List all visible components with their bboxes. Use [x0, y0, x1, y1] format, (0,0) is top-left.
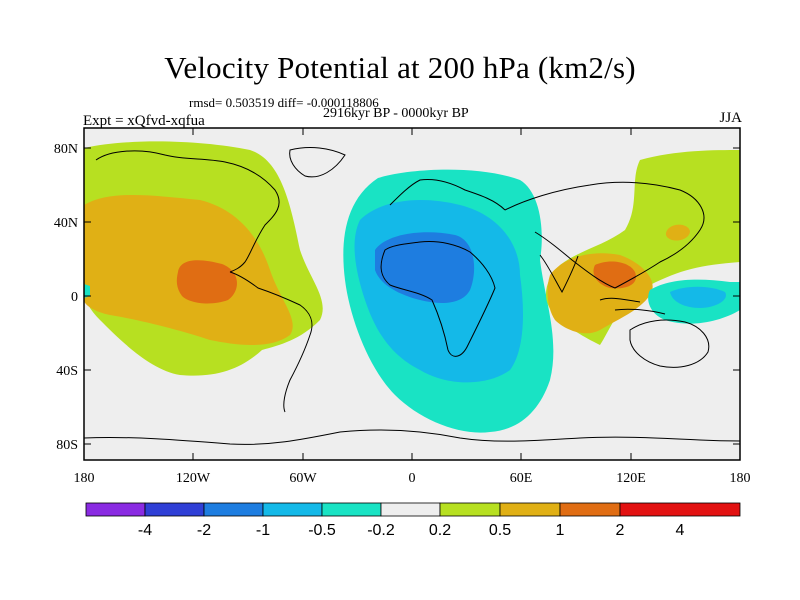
lon-label-180e: 180: [730, 471, 751, 486]
coast-europe: [389, 179, 506, 211]
lon-label-0: 0: [409, 471, 416, 486]
lon-label-120w: 120W: [176, 471, 211, 486]
colorbar-label-neg05: -0.5: [308, 522, 336, 539]
contour-dateline-negative: [84, 284, 90, 298]
coast-north-america: [95, 150, 280, 273]
lon-label-120e: 120E: [616, 471, 646, 486]
lon-label-180w: 180: [74, 471, 95, 486]
coastlines: [84, 147, 740, 445]
colorbar-label-02: 0.2: [429, 522, 451, 539]
coast-south-america: [229, 271, 313, 413]
colorbar-swatch-8: [499, 502, 561, 517]
colorbar-swatch-6: [380, 502, 441, 517]
colorbar: [85, 502, 741, 517]
coast-indonesia: [599, 297, 666, 315]
colorbar-swatch-4: [262, 502, 323, 517]
colorbar-label-2: 2: [616, 522, 625, 539]
plot-title: Velocity Potential at 200 hPa (km2/s): [164, 50, 636, 85]
colorbar-label-1: 1: [556, 522, 565, 539]
contour-pacific-warm-spot: [665, 224, 690, 241]
season-label: JJA: [719, 110, 742, 126]
lat-label-80n: 80N: [54, 142, 78, 157]
coast-greenland: [289, 147, 346, 178]
colorbar-label-neg1: -1: [256, 522, 270, 539]
axis-ticks: [83, 128, 741, 460]
contour-pacific-1: [176, 260, 238, 304]
colorbar-label-05: 0.5: [489, 522, 511, 539]
contour-africa-neg1: [375, 232, 475, 303]
colorbar-swatch-7: [439, 502, 501, 517]
colorbar-swatch-10: [619, 502, 741, 517]
rmsd-diff-stats: rmsd= 0.503519 diff= -0.000118806: [189, 95, 379, 110]
period-label: 2916kyr BP - 0000kyr BP: [323, 106, 469, 121]
lon-label-60e: 60E: [510, 471, 533, 486]
coast-australia: [629, 319, 710, 368]
colorbar-swatch-3: [203, 502, 264, 517]
colorbar-label-4: 4: [676, 522, 685, 539]
contour-wpacific-neg0.5: [670, 286, 726, 308]
lat-label-80s: 80S: [56, 438, 78, 453]
colorbar-label-neg2: -2: [197, 522, 211, 539]
coast-asia: [504, 181, 705, 289]
colorbar-swatch-2: [144, 502, 205, 517]
colorbar-label-neg4: -4: [138, 522, 152, 539]
lat-label-40s: 40S: [56, 364, 78, 379]
colorbar-swatch-9: [559, 502, 621, 517]
contour-asia-1: [593, 261, 636, 289]
colorbar-swatch-5: [321, 502, 382, 517]
lon-label-60w: 60W: [289, 471, 317, 486]
lat-label-40n: 40N: [54, 216, 78, 231]
coast-africa: [380, 241, 496, 357]
coast-antarctica: [84, 429, 740, 445]
coast-india: [539, 254, 579, 294]
colorbar-swatch-1: [85, 502, 146, 517]
lat-label-0: 0: [71, 290, 78, 305]
experiment-label: Expt = xQfvd-xqfua: [83, 113, 205, 129]
colorbar-label-neg02: -0.2: [367, 522, 395, 539]
